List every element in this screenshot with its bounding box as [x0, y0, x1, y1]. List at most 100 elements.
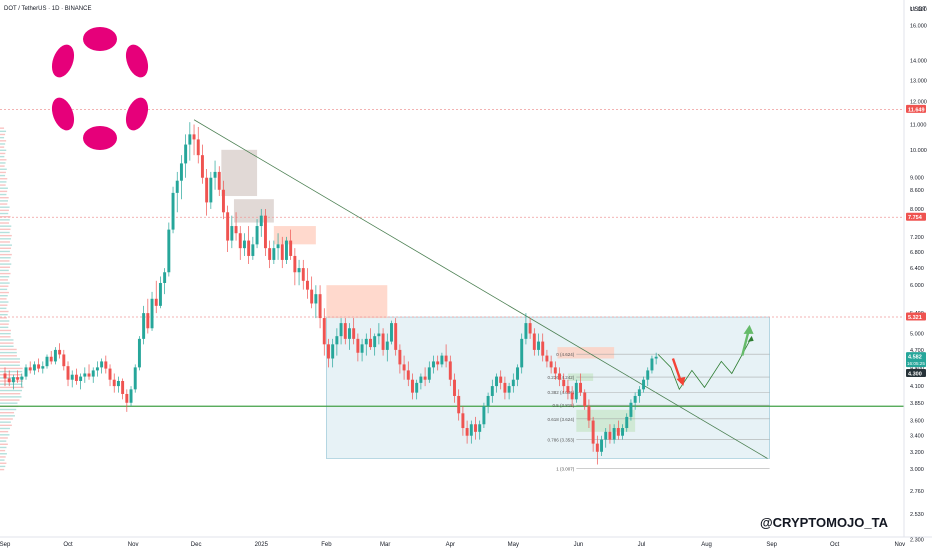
candle-body	[79, 376, 83, 381]
time-axis[interactable]: Sep Oct Nov Dec 2025 Feb Mar Apr May Jun Jul Aug Sep…	[0, 542, 905, 548]
trendline-layer	[193, 119, 768, 459]
candle-body	[20, 376, 24, 380]
price-tick-label: 4.700	[910, 348, 924, 354]
volume-profile-bar	[0, 162, 6, 164]
candle	[16, 370, 20, 383]
candle	[587, 399, 591, 429]
volume-profile-bar	[0, 187, 8, 189]
candle	[486, 392, 490, 414]
candle-body	[339, 323, 343, 337]
bearish-arrow-head	[676, 376, 686, 386]
volume-profile-bar	[0, 367, 23, 370]
volume-profile-bar	[0, 456, 6, 458]
zone-4	[557, 347, 615, 359]
candle	[251, 236, 255, 260]
price-tick-label: 5.000	[910, 332, 924, 338]
candle-body	[650, 358, 654, 371]
zone-3	[326, 285, 388, 319]
candle-body	[600, 439, 604, 452]
candle	[604, 428, 608, 448]
candle-body	[171, 192, 175, 230]
volume-profile-bar	[0, 449, 6, 452]
candle-body	[474, 424, 477, 432]
candle-body	[49, 356, 53, 362]
candle-body	[419, 376, 423, 383]
candle	[175, 171, 179, 213]
candle	[633, 392, 637, 410]
candle-body	[137, 338, 141, 368]
candle	[91, 367, 95, 383]
candle	[411, 373, 414, 400]
volume-profile-bar	[0, 241, 10, 243]
volume-profile-bar	[0, 253, 12, 256]
candle-body	[364, 338, 368, 345]
volume-profile-bar	[0, 374, 22, 376]
candle	[600, 435, 604, 456]
candle-body	[284, 240, 288, 260]
candle	[457, 389, 461, 421]
volume-profile-bar	[0, 178, 8, 180]
descending-trendline[interactable]	[193, 119, 768, 459]
candle-body	[196, 139, 200, 156]
candle-body	[45, 356, 49, 367]
candle-body	[381, 333, 385, 350]
candle	[574, 379, 578, 403]
candle	[469, 420, 473, 444]
candle	[217, 166, 221, 197]
candle-body	[436, 361, 440, 365]
candle-body	[369, 338, 372, 348]
candle	[616, 420, 620, 440]
candle	[108, 364, 112, 387]
candle	[461, 406, 465, 436]
candle	[377, 323, 381, 345]
price-tick-label: 11.000	[910, 123, 926, 129]
candle	[49, 351, 53, 365]
candle	[226, 205, 230, 253]
candle	[398, 344, 402, 374]
volume-profile-bar	[0, 291, 9, 294]
candle	[154, 280, 158, 314]
candle	[104, 355, 108, 374]
candle-body	[104, 361, 108, 369]
volume-profile-bar	[0, 462, 7, 464]
volume-profile-bar	[0, 282, 10, 284]
volume-profile-bar	[0, 295, 8, 297]
candle	[495, 373, 498, 393]
price-tick-label: 6.800	[910, 250, 924, 256]
volume-profile-bar	[0, 228, 11, 231]
price-tag-bg	[906, 312, 926, 321]
candle-body	[335, 336, 339, 345]
candle-body	[188, 134, 192, 145]
candle-body	[495, 376, 498, 387]
volume-profile-bar	[0, 418, 13, 420]
fib-label-6: 1 (3.007)	[556, 466, 575, 471]
volume-profile-bar	[0, 345, 14, 347]
candle-body	[373, 336, 377, 348]
price-tick-label: 3.200	[910, 450, 924, 456]
time-tick-label: Jul	[638, 542, 646, 548]
price-axis[interactable]: 2.300 2.530 2.760 3.000 3.200 3.400 3.600 3.850…	[910, 7, 927, 543]
candle-body	[163, 272, 167, 283]
candle	[541, 333, 545, 362]
volume-profile-bar	[0, 222, 10, 224]
price-tag-4: 4.300	[906, 368, 926, 377]
author-watermark: @CRYPTOMOJO_TA	[760, 515, 889, 530]
candle	[524, 313, 528, 345]
volume-profile-bar	[0, 219, 10, 221]
price-tick-label: 3.400	[910, 434, 924, 440]
candle-body	[41, 366, 45, 369]
candle-body	[520, 338, 524, 368]
price-tag-value: 5.321	[908, 315, 922, 321]
volume-profile-bar	[0, 402, 18, 404]
volume-profile-bar	[0, 247, 11, 249]
volume-profile-bar	[0, 143, 6, 145]
candle	[263, 208, 267, 256]
candle	[570, 386, 574, 407]
price-tick-label: 9.000	[910, 176, 924, 182]
price-tick-label: 7.200	[910, 235, 924, 241]
volume-profile-bar	[0, 206, 10, 208]
candle-body	[633, 395, 637, 403]
price-tag-0: 11.649	[906, 104, 926, 113]
